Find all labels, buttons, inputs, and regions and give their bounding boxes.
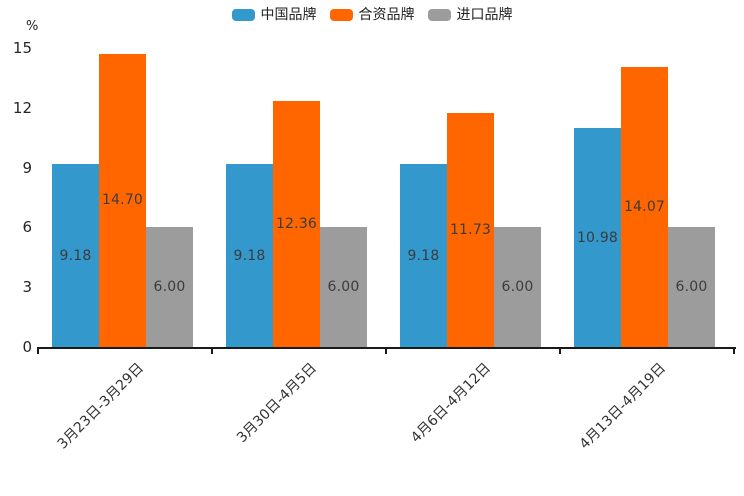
bar-joint-venture-brands-group1: 14.70: [99, 53, 146, 347]
x-axis-tick: [211, 349, 213, 354]
bar-china-brands-group4: 10.98: [574, 128, 621, 347]
y-tick-label: 9: [22, 158, 32, 177]
bar-value-label: 9.18: [59, 247, 92, 264]
y-tick-label: 12: [12, 98, 32, 117]
bar-import-brands-group4: 6.00: [668, 227, 715, 347]
bar-import-brands-group1: 6.00: [146, 227, 193, 347]
y-tick-label: 6: [22, 218, 32, 237]
bar-import-brands-group2: 6.00: [320, 227, 367, 347]
bar-value-label: 12.36: [275, 215, 318, 232]
bar-value-label: 6.00: [327, 279, 360, 296]
bar-value-label: 11.73: [449, 222, 492, 239]
legend-swatch-icon: [427, 9, 451, 21]
bar-value-label: 6.00: [501, 279, 534, 296]
x-axis-tick: [733, 349, 735, 354]
x-category-label: 3月30日-4月5日: [234, 360, 321, 447]
bar-china-brands-group1: 9.18: [52, 164, 99, 347]
x-category-label: 3月23日-3月29日: [54, 360, 147, 453]
bar-value-label: 10.98: [576, 229, 619, 246]
bar-value-label: 9.18: [407, 247, 440, 264]
bar-china-brands-group2: 9.18: [226, 164, 273, 347]
bar-china-brands-group3: 9.18: [400, 164, 447, 347]
legend-item-china-brands[interactable]: 中国品牌: [231, 6, 317, 24]
bar-joint-venture-brands-group2: 12.36: [273, 100, 320, 347]
x-axis-tick: [559, 349, 561, 354]
bar-value-label: 6.00: [153, 279, 186, 296]
legend-label: 进口品牌: [456, 7, 513, 23]
x-category-label: 4月6日-4月12日: [408, 360, 495, 447]
legend-item-import-brands[interactable]: 进口品牌: [427, 6, 513, 24]
legend-swatch-icon: [231, 9, 255, 21]
x-category-label: 4月13日-4月19日: [576, 360, 669, 453]
bar-value-label: 9.18: [233, 247, 266, 264]
plot-area: 9.18 9.18 9.18 10.98 14.70 12.36 11.73 14.07 6.0…: [38, 48, 734, 347]
bar-import-brands-group3: 6.00: [494, 227, 541, 347]
x-axis-line: [37, 347, 736, 349]
legend-item-joint-venture-brands[interactable]: 合资品牌: [329, 6, 415, 24]
legend: 中国品牌 合资品牌 进口品牌: [0, 6, 744, 24]
bar-value-label: 14.70: [101, 192, 144, 209]
bar-value-label: 6.00: [675, 279, 708, 296]
bar-value-label: 14.07: [623, 198, 666, 215]
legend-swatch-icon: [329, 9, 353, 21]
x-axis-tick: [385, 349, 387, 354]
legend-label: 中国品牌: [260, 7, 317, 23]
x-axis-tick: [37, 349, 39, 354]
y-tick-label: 0: [22, 338, 32, 356]
bar-joint-venture-brands-group3: 11.73: [447, 113, 494, 347]
y-tick-label: 3: [22, 278, 32, 297]
bar-joint-venture-brands-group4: 14.07: [621, 66, 668, 347]
y-tick-label: 15: [12, 39, 32, 57]
y-axis-unit-label: %: [26, 19, 39, 34]
legend-label: 合资品牌: [358, 7, 415, 23]
